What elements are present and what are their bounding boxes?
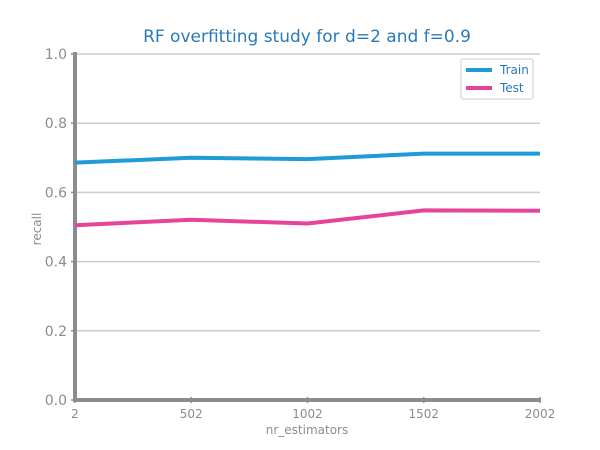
chart-title: RF overfitting study for d=2 and f=0.9: [143, 27, 471, 47]
y-axis-label: recall: [30, 213, 44, 246]
y-tick-label: 0.2: [45, 324, 67, 340]
x-tick-label: 1502: [408, 407, 439, 421]
gridlines: [75, 53, 540, 332]
x-tick-label: 2002: [525, 407, 556, 421]
y-tick-label: 0.0: [45, 393, 67, 409]
y-tick-label: 0.8: [45, 116, 67, 132]
legend-label-test: Test: [499, 81, 524, 95]
y-tick-label: 0.4: [45, 255, 67, 271]
x-tick-label: 2: [71, 407, 79, 421]
legend-label-train: Train: [499, 63, 529, 77]
y-tick-label: 1.0: [45, 47, 67, 63]
series-lines: [74, 151, 541, 228]
x-tick-label: 502: [180, 407, 203, 421]
legend: Train Test: [460, 58, 534, 100]
series-line-test: [74, 208, 541, 228]
x-axis-label: nr_estimators: [266, 423, 349, 437]
series-line-train: [74, 151, 540, 165]
x-tick-label: 1002: [292, 407, 323, 421]
y-tick-label: 0.6: [45, 185, 67, 201]
y-axis-ticks: 0.0 0.2 0.4 0.6 0.8 1.0: [45, 47, 75, 409]
